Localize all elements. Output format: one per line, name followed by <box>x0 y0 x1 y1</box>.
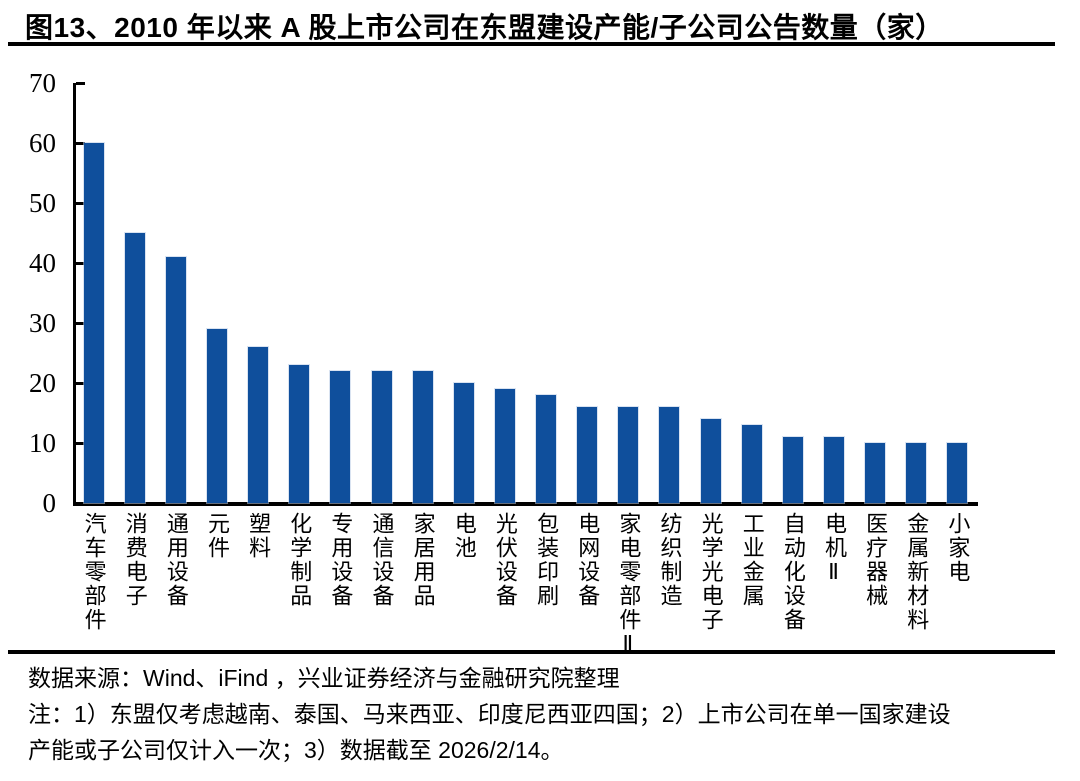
x-axis-label: 金属新材料 <box>904 512 930 632</box>
figure-title: 图13、2010 年以来 A 股上市公司在东盟建设产能/子公司公告数量（家） <box>25 12 944 43</box>
y-axis-tick <box>76 201 85 205</box>
x-axis-label: 自动化设备 <box>780 512 806 632</box>
bar <box>248 347 269 503</box>
x-axis-label: 包装印刷 <box>534 512 560 608</box>
bar <box>124 233 145 503</box>
y-axis-tick <box>76 261 85 265</box>
bar <box>371 371 392 503</box>
footnote-line-2: 产能或子公司仅计入一次；3）数据截至 2026/2/14。 <box>28 737 564 763</box>
footer-divider <box>8 650 1055 654</box>
y-axis-tick-label: 50 <box>29 188 56 218</box>
bar <box>494 389 515 503</box>
x-axis-label: 化学制品 <box>287 512 313 608</box>
y-axis-tick <box>76 501 85 505</box>
bar <box>330 371 351 503</box>
x-axis-label: 医疗器械 <box>863 512 889 608</box>
y-axis-tick <box>76 441 85 445</box>
y-axis-tick <box>76 141 85 145</box>
bar <box>947 443 968 503</box>
x-axis-label: 元件 <box>204 512 230 560</box>
y-axis-tick-label: 20 <box>29 368 56 398</box>
footnote-line-1: 注：1）东盟仅考虑越南、泰国、马来西亚、印度尼西亚四国；2）上市公司在单一国家建… <box>28 701 951 727</box>
bar <box>453 383 474 503</box>
bar <box>824 437 845 503</box>
figure-footer: 数据来源：Wind、iFind ，兴业证券经济与金融研究院整理 注：1）东盟仅考… <box>28 660 1063 768</box>
x-axis-label: 塑料 <box>246 512 272 560</box>
x-axis-label: 光伏设备 <box>492 512 518 608</box>
y-axis-tick-label: 70 <box>29 68 56 98</box>
x-axis-label: 消费电子 <box>122 512 148 608</box>
y-axis-tick-label: 10 <box>29 428 56 458</box>
bar <box>536 395 557 503</box>
y-axis-tick-label: 60 <box>29 128 56 158</box>
x-axis-label: 电池 <box>451 512 477 560</box>
x-axis-label: 工业金属 <box>739 512 765 608</box>
y-axis-tick <box>76 81 85 85</box>
bar <box>577 407 598 503</box>
y-axis-tick <box>76 381 85 385</box>
bar <box>659 407 680 503</box>
x-axis-label: 家居用品 <box>410 512 436 608</box>
bar <box>165 257 186 503</box>
x-axis-label: 家电零部件Ⅱ <box>616 512 642 659</box>
y-axis-tick-label: 0 <box>42 488 57 518</box>
bar-chart: 0 10 20 30 40 50 60 70 汽车零部件 消费电子 通用设备 元件 塑料 化学制品 专用设备… <box>29 68 978 659</box>
bar <box>700 419 721 503</box>
x-axis-label: 电网设备 <box>575 512 601 608</box>
y-axis-tick <box>76 321 85 325</box>
x-axis-label: 纺织制造 <box>657 512 683 608</box>
x-axis-label: 电机Ⅱ <box>822 512 848 587</box>
x-axis-label: 专用设备 <box>328 512 354 608</box>
bar <box>83 143 104 503</box>
title-divider <box>8 42 1055 46</box>
y-axis-tick-label: 40 <box>29 248 56 278</box>
bar <box>741 425 762 503</box>
y-axis-tick-label: 30 <box>29 308 56 338</box>
x-axis-label: 光学光电子 <box>698 512 724 632</box>
bar <box>289 365 310 503</box>
bar <box>865 443 886 503</box>
bar <box>618 407 639 503</box>
bar <box>906 443 927 503</box>
x-axis-label: 汽车零部件 <box>81 512 107 632</box>
bar <box>412 371 433 503</box>
x-axis-line <box>73 502 978 506</box>
bar <box>782 437 803 503</box>
data-source-text: 数据来源：Wind、iFind ，兴业证券经济与金融研究院整理 <box>28 665 620 691</box>
x-axis-label: 小家电 <box>945 512 971 584</box>
y-axis-line <box>73 83 76 506</box>
x-axis-label: 通信设备 <box>369 512 395 608</box>
bar <box>206 329 227 503</box>
x-axis-label: 通用设备 <box>163 512 189 608</box>
